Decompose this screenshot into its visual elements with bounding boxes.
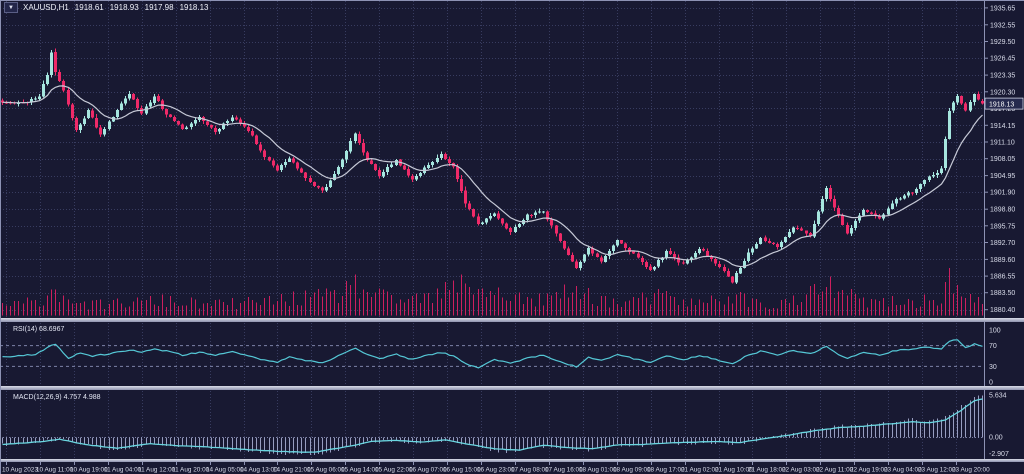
svg-text:1914.15: 1914.15 [990, 123, 1015, 130]
svg-text:1898.80: 1898.80 [990, 207, 1015, 214]
svg-text:18 Aug 01:00: 18 Aug 01:00 [579, 467, 617, 474]
panel-separator-main-rsi[interactable] [0, 318, 1024, 322]
symbol-menu-button[interactable]: ▼ [4, 2, 18, 13]
svg-text:0: 0 [989, 380, 993, 387]
chevron-down-icon: ▼ [8, 4, 14, 11]
window-left-border [0, 0, 1, 474]
panel-separator-macd-time[interactable] [0, 459, 1024, 462]
svg-text:21 Aug 10:00: 21 Aug 10:00 [715, 467, 753, 474]
svg-text:14 Aug 21:00: 14 Aug 21:00 [273, 467, 311, 474]
rsi-line [2, 339, 983, 369]
svg-text:1920.30: 1920.30 [990, 89, 1015, 96]
svg-text:15 Aug 14:00: 15 Aug 14:00 [341, 467, 379, 474]
svg-text:23 Aug 12:00: 23 Aug 12:00 [918, 467, 956, 474]
svg-text:1886.55: 1886.55 [990, 274, 1015, 281]
candles [1, 48, 984, 285]
svg-text:11 Aug 20:00: 11 Aug 20:00 [172, 467, 210, 474]
svg-text:18 Aug 17:00: 18 Aug 17:00 [647, 467, 685, 474]
svg-text:30: 30 [989, 364, 997, 371]
svg-text:1901.90: 1901.90 [990, 190, 1015, 197]
svg-text:1883.50: 1883.50 [990, 290, 1015, 297]
svg-text:11 Aug 04:00: 11 Aug 04:00 [104, 467, 142, 474]
svg-text:23 Aug 04:00: 23 Aug 04:00 [884, 467, 922, 474]
svg-text:21 Aug 18:00: 21 Aug 18:00 [748, 467, 786, 474]
macd-signal-line [2, 398, 983, 453]
svg-text:10 Aug 11:00: 10 Aug 11:00 [36, 467, 74, 474]
main-chart-canvas[interactable]: 1935.65 1932.55 1929.50 1926.45 1923.35 1920.… [0, 0, 1024, 318]
moving-average-line [2, 85, 983, 268]
rsi-label: RSI(14) 68.6967 [13, 326, 65, 333]
svg-text:14 Aug 13:00: 14 Aug 13:00 [240, 467, 278, 474]
macd-axis-labels: 5.634 0.00 -2.907 [989, 393, 1009, 459]
svg-text:10 Aug 2023: 10 Aug 2023 [2, 467, 38, 474]
svg-text:22 Aug 19:00: 22 Aug 19:00 [850, 467, 888, 474]
svg-text:11 Aug 12:00: 11 Aug 12:00 [138, 467, 176, 474]
chart-title: ▼ XAUUSD,H1 1918.61 1918.93 1917.98 1918… [4, 2, 208, 13]
svg-text:1911.10: 1911.10 [990, 140, 1015, 147]
svg-text:1926.45: 1926.45 [990, 56, 1015, 63]
volume-bars [1, 268, 984, 316]
svg-text:10 Aug 19:00: 10 Aug 19:00 [70, 467, 108, 474]
svg-text:5.634: 5.634 [989, 393, 1007, 400]
svg-text:18 Aug 09:00: 18 Aug 09:00 [613, 467, 651, 474]
macd-label: MACD(12,26,9) 4.757 4.988 [13, 394, 101, 401]
rsi-axis-labels: 100 70 30 0 [989, 328, 1001, 387]
svg-text:17 Aug 08:00: 17 Aug 08:00 [511, 467, 549, 474]
ohlc-high: 1918.93 [109, 3, 139, 12]
svg-text:15 Aug 06:00: 15 Aug 06:00 [307, 467, 345, 474]
ohlc-close: 1918.13 [179, 3, 209, 12]
price-axis-labels: 1935.65 1932.55 1929.50 1926.45 1923.35 1920.… [984, 5, 1015, 314]
svg-text:14 Aug 05:00: 14 Aug 05:00 [206, 467, 244, 474]
svg-text:16 Aug 07:00: 16 Aug 07:00 [409, 467, 447, 474]
svg-text:1895.75: 1895.75 [990, 223, 1015, 230]
svg-text:15 Aug 22:00: 15 Aug 22:00 [375, 467, 413, 474]
svg-text:1923.35: 1923.35 [990, 73, 1015, 80]
macd-histogram [2, 395, 983, 456]
ohlc-low: 1917.98 [144, 3, 174, 12]
svg-text:0.00: 0.00 [989, 435, 1003, 442]
rsi-canvas[interactable]: 100 70 30 0 [0, 322, 1024, 386]
svg-text:1889.60: 1889.60 [990, 257, 1015, 264]
current-price-tag: 1918.13 [984, 97, 1024, 110]
svg-text:22 Aug 11:00: 22 Aug 11:00 [816, 467, 854, 474]
macd-canvas[interactable]: 5.634 0.00 -2.907 [0, 390, 1024, 459]
svg-text:70: 70 [989, 343, 997, 350]
svg-text:21 Aug 02:00: 21 Aug 02:00 [681, 467, 719, 474]
svg-text:-2.907: -2.907 [989, 451, 1009, 458]
symbol-label: XAUUSD,H1 [23, 3, 69, 12]
svg-text:1892.70: 1892.70 [990, 240, 1015, 247]
svg-text:17 Aug 16:00: 17 Aug 16:00 [545, 467, 583, 474]
svg-text:100: 100 [989, 328, 1001, 335]
svg-text:1880.40: 1880.40 [990, 307, 1015, 314]
svg-text:1929.50: 1929.50 [990, 39, 1015, 46]
panel-separator-rsi-macd[interactable] [0, 386, 1024, 390]
svg-text:1904.95: 1904.95 [990, 173, 1015, 180]
svg-text:1918.13: 1918.13 [989, 101, 1014, 108]
svg-text:23 Aug 20:00: 23 Aug 20:00 [952, 467, 990, 474]
svg-text:1935.65: 1935.65 [990, 5, 1015, 12]
svg-text:16 Aug 15:00: 16 Aug 15:00 [443, 467, 481, 474]
svg-text:1908.05: 1908.05 [990, 156, 1015, 163]
svg-text:22 Aug 03:00: 22 Aug 03:00 [782, 467, 820, 474]
svg-text:1932.55: 1932.55 [990, 22, 1015, 29]
horizontal-gridlines [0, 8, 984, 311]
ohlc-open: 1918.61 [74, 3, 104, 12]
svg-text:16 Aug 23:00: 16 Aug 23:00 [477, 467, 515, 474]
